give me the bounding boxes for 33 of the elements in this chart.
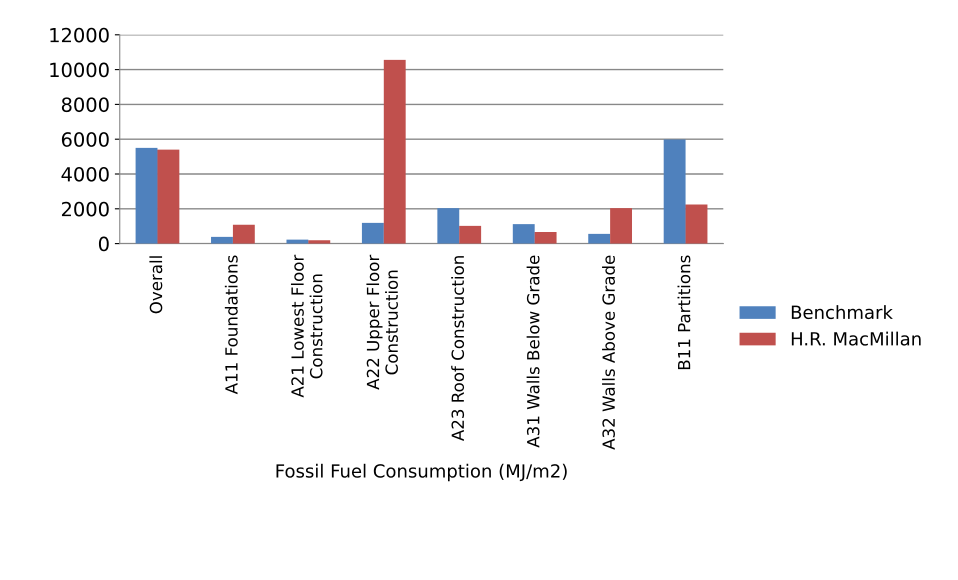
bar (512, 224, 535, 244)
x-tick-label: A23 Roof Construction (451, 256, 464, 441)
x-tick-label: A21 Lowest Floor Construction (290, 254, 323, 398)
x-tick-label: A11 Foundations (224, 256, 238, 394)
bar (588, 234, 610, 244)
y-tick-label: 12000 (50, 28, 109, 42)
y-tick-label: 6000 (62, 132, 109, 147)
bar (459, 226, 482, 244)
bar (362, 222, 384, 244)
x-axis-title: Fossil Fuel Consumption (MJ/m2) (276, 464, 567, 482)
x-tick-label: A32 Walls Above Grade (602, 256, 615, 450)
y-tick-label: 2000 (62, 202, 109, 216)
bar (211, 236, 233, 244)
legend-label: H.R. MacMillan (792, 332, 921, 346)
x-tick-label: B11 Partitions (678, 256, 690, 370)
y-tick-label: 0 (98, 236, 109, 252)
bar (437, 208, 460, 244)
x-tick-label: Overall (149, 256, 162, 314)
bar (232, 224, 255, 244)
y-tick-label: 8000 (62, 97, 109, 112)
bar (664, 140, 686, 244)
bar (136, 148, 158, 244)
bar (384, 60, 406, 244)
x-tick-label: A31 Walls Below Grade (526, 256, 540, 448)
bar (286, 240, 308, 244)
x-tick-label: A22 Upper Floor Construction (366, 254, 398, 390)
y-tick-label: 4000 (61, 166, 109, 182)
bar (534, 232, 557, 244)
bar (157, 150, 180, 244)
legend-label: Benchmark (792, 305, 893, 320)
bar (686, 204, 708, 244)
y-tick-label: 10000 (50, 62, 109, 78)
bar (610, 208, 632, 244)
